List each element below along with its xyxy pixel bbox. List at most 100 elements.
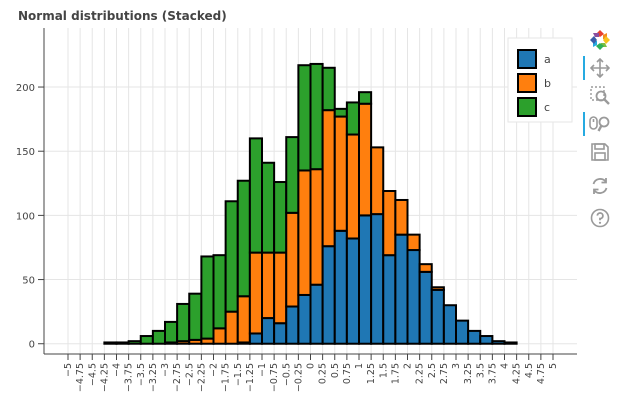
reset-tool[interactable] — [586, 174, 614, 198]
box-zoom-icon — [590, 86, 610, 105]
x-tick-label: 1 — [354, 363, 365, 369]
x-tick-label: 4 — [500, 363, 511, 369]
bar-a — [309, 283, 324, 345]
bar-a — [273, 322, 288, 345]
bar-c — [200, 255, 215, 340]
x-tick-label: −3.25 — [148, 363, 159, 392]
bar-a — [321, 245, 336, 345]
bar-b — [285, 211, 300, 308]
bar-a — [442, 304, 457, 345]
bar-b — [273, 251, 288, 325]
bar-b — [333, 115, 348, 232]
bar-a — [370, 213, 385, 345]
bar-a — [382, 254, 397, 345]
bar-b — [309, 168, 324, 286]
bar-b — [261, 251, 276, 320]
x-tick-label: 1.5 — [378, 363, 389, 378]
bar-c — [151, 329, 166, 345]
x-tick-label: 1.25 — [366, 363, 377, 384]
x-tick-label: 0.25 — [318, 363, 329, 384]
legend-swatch-b — [517, 73, 537, 93]
bar-c — [139, 335, 154, 345]
x-tick-label: −3.75 — [124, 363, 135, 392]
bar-c — [333, 107, 348, 118]
x-tick-label: 0.75 — [342, 363, 353, 384]
y-tick-label: 50 — [22, 276, 35, 287]
reset-icon — [592, 178, 608, 194]
x-tick-label: −2.25 — [196, 363, 207, 392]
bar-b — [382, 190, 397, 257]
bar-a — [248, 332, 263, 345]
bar-c — [188, 292, 203, 341]
bar-a — [394, 233, 409, 345]
legend-label-c: c — [544, 101, 550, 114]
x-tick-label: −4.5 — [87, 363, 98, 386]
pan-tool[interactable] — [583, 56, 614, 80]
x-tick-label: 3.75 — [487, 363, 498, 384]
bar-c — [309, 62, 324, 171]
legend-swatch-a — [517, 49, 537, 69]
bar-a — [358, 214, 373, 345]
x-tick-label: 2.25 — [415, 363, 426, 384]
x-tick-label: 4.25 — [512, 363, 523, 384]
y-tick-label: 0 — [29, 340, 35, 351]
x-tick-label: −1.75 — [221, 363, 232, 392]
bar-a — [430, 288, 445, 345]
x-tick-label: −3.5 — [136, 363, 147, 386]
y-tick-label: 200 — [16, 83, 35, 94]
x-tick-label: 3.25 — [463, 363, 474, 384]
x-tick-label: −3 — [160, 363, 171, 377]
chart-title: Normal distributions (Stacked) — [18, 9, 227, 23]
legend-label-b: b — [544, 77, 551, 90]
help-tool[interactable] — [586, 206, 614, 230]
x-tick-label: −0.25 — [293, 363, 304, 392]
legend-label-a: a — [544, 53, 551, 66]
bar-c — [212, 254, 227, 330]
x-tick-label: −0.75 — [269, 363, 280, 392]
x-tick-label: 1.75 — [390, 363, 401, 384]
box-zoom-tool[interactable] — [586, 84, 614, 108]
bar-stack-group — [103, 62, 518, 345]
x-tick-label: −5 — [63, 363, 74, 377]
bar-c — [115, 341, 130, 345]
bar-a — [479, 335, 494, 345]
bar-c — [176, 302, 191, 343]
save-icon — [591, 143, 609, 161]
bar-b — [212, 327, 227, 345]
bar-c — [358, 91, 373, 105]
bar-a — [345, 237, 360, 345]
x-tick-label: 2.5 — [427, 363, 438, 378]
bar-a — [491, 340, 506, 345]
x-tick-label: 5 — [548, 363, 559, 369]
bar-a — [467, 329, 482, 345]
x-tick-label: −2.75 — [172, 363, 183, 392]
x-tick-label: 0 — [306, 363, 317, 369]
y-tick-label: 100 — [16, 211, 35, 222]
x-tick-label: −1.5 — [233, 363, 244, 386]
bar-c — [236, 179, 251, 298]
bar-c — [248, 137, 263, 254]
x-tick-label: −0.5 — [281, 363, 292, 386]
bar-b — [297, 169, 312, 296]
x-tick-label: −1 — [257, 363, 268, 377]
bokeh-logo-icon — [590, 30, 610, 50]
bar-c — [103, 341, 118, 345]
bar-c — [224, 200, 239, 313]
x-tick-label: −4.25 — [99, 363, 110, 392]
bar-a — [503, 341, 518, 345]
save-tool[interactable] — [586, 140, 614, 164]
bar-b — [406, 233, 421, 252]
bar-b — [345, 133, 360, 240]
bar-b — [224, 310, 239, 345]
x-tick-label: −4 — [112, 363, 123, 377]
bar-c — [127, 340, 142, 345]
bar-c — [297, 64, 312, 172]
wheel-zoom-tool[interactable] — [583, 112, 614, 136]
x-tick-label: −4.75 — [75, 363, 86, 392]
x-tick-label: 2 — [403, 363, 414, 369]
bar-b — [236, 295, 251, 344]
legend: abc — [507, 37, 573, 123]
bokeh-logo[interactable] — [586, 28, 614, 52]
x-tick-label: 3 — [451, 363, 462, 369]
